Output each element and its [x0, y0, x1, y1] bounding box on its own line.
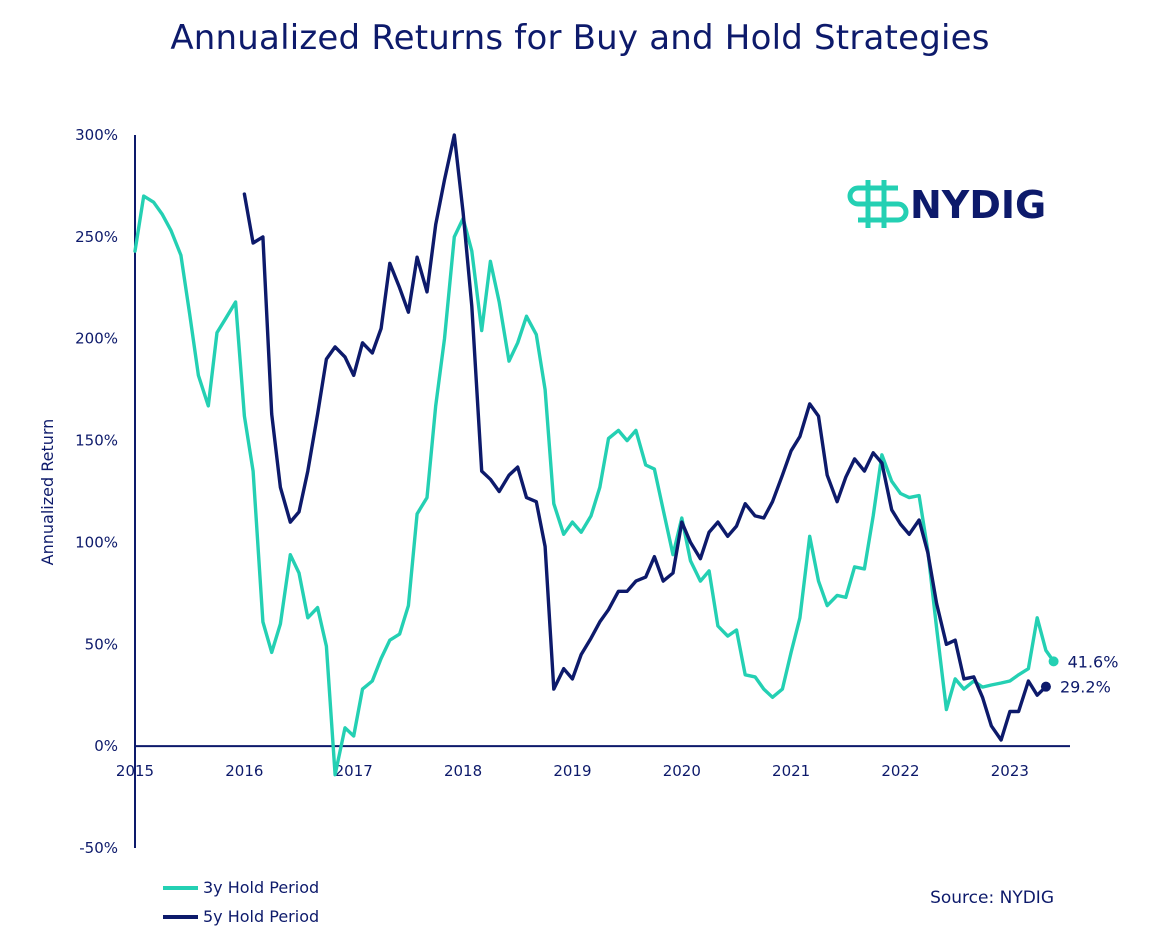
x-tick-label: 2021	[772, 762, 810, 780]
legend: 3y Hold Period 5y Hold Period	[163, 878, 319, 926]
x-tick-label: 2023	[991, 762, 1029, 780]
end-point-marker	[1040, 681, 1051, 692]
x-tick-label: 2015	[116, 762, 154, 780]
logo-text: NYDIG	[910, 183, 1046, 227]
y-axis-title: Annualized Return	[38, 419, 57, 566]
chart-title: Annualized Returns for Buy and Hold Stra…	[170, 18, 990, 58]
x-tick-label: 2017	[335, 762, 373, 780]
y-tick-label: 50%	[85, 635, 118, 653]
nydig-logo: NYDIG	[847, 180, 1046, 228]
chart-axes	[134, 135, 1070, 848]
x-axis-ticks: 2015 2016 2017 2018 2019 2020 2021 2022 2023	[116, 762, 1029, 780]
x-tick-label: 2022	[881, 762, 919, 780]
y-tick-label: 100%	[75, 533, 118, 551]
end-value-label: 41.6%	[1068, 652, 1119, 671]
series-line-3y	[133, 194, 1056, 777]
legend-item-5y: 5y Hold Period	[163, 907, 319, 926]
y-tick-label: 0%	[94, 737, 118, 755]
y-tick-label: 250%	[75, 228, 118, 246]
legend-label-5y: 5y Hold Period	[203, 907, 319, 926]
y-tick-label: 300%	[75, 126, 118, 144]
legend-label-3y: 3y Hold Period	[203, 878, 319, 897]
x-tick-label: 2018	[444, 762, 482, 780]
x-tick-label: 2020	[663, 762, 701, 780]
x-tick-label: 2019	[553, 762, 591, 780]
source-note: Source: NYDIG	[930, 888, 1054, 908]
nydig-logo-icon	[847, 180, 909, 228]
y-tick-label: 150%	[75, 432, 118, 450]
series-layer	[133, 133, 1056, 777]
y-tick-label: 200%	[75, 330, 118, 348]
legend-item-3y: 3y Hold Period	[163, 878, 319, 897]
y-axis-ticks: 300% 250% 200% 150% 100% 50% 0% -50%	[75, 126, 118, 857]
x-tick-label: 2016	[225, 762, 263, 780]
series-line-5y	[242, 133, 1048, 742]
y-tick-label: -50%	[79, 839, 118, 857]
end-labels: 41.6% 29.2%	[1040, 652, 1119, 697]
end-value-label: 29.2%	[1060, 678, 1111, 697]
end-point-marker	[1048, 656, 1059, 667]
